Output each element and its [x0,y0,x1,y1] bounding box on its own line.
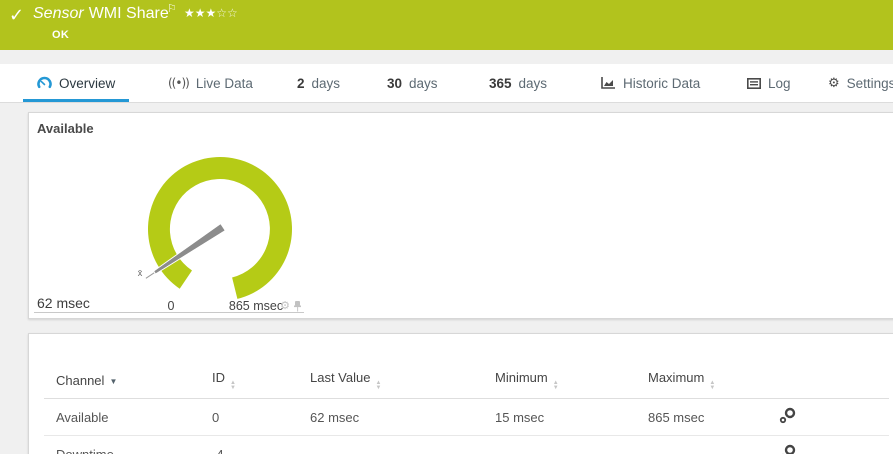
tab-label: Live Data [195,75,253,91]
tab-30-days[interactable]: 30 days [387,64,438,102]
column-header-last-value[interactable]: Last Value ▲ ▼ [310,364,495,399]
sensor-header: ✓ Sensor WMI Share ⚐ ★★★☆☆ OK [0,0,893,50]
sensor-name: WMI Share [88,5,169,22]
channel-gauge-cell: Available x̄ 0 865 msec 62 msec ⚙ [34,119,304,313]
column-label: Channel [56,373,105,388]
table-row[interactable]: Downtime -4 [44,435,889,454]
cell-maximum: 865 msec [648,398,779,436]
sort-icon: ▲ ▼ [230,380,236,391]
column-header-id[interactable]: ID ▲ ▼ [212,364,310,399]
gauge-cell-actions: ⚙ [280,299,302,312]
tab-overview[interactable]: Overview [23,64,130,102]
tab-label: days [311,75,341,91]
gauge-scale-max: 865 msec [229,299,283,313]
gauge-arc [147,157,292,299]
column-header-actions [779,364,889,399]
column-header-minimum[interactable]: Minimum ▲ ▼ [495,364,648,399]
tab-label: Overview [59,75,116,91]
tab-live-data[interactable]: ((•)) Live Data [168,64,253,102]
sort-icon: ▲ ▼ [375,380,382,391]
status-badge: OK [52,29,70,41]
column-label: ID [212,370,225,385]
cell-last-value [310,435,495,454]
overview-gauges-panel: Available x̄ 0 865 msec 62 msec ⚙ [28,112,893,319]
active-tab-underline [23,99,130,102]
gauge-scale-min: 0 [168,299,175,313]
tab-label: Settings [846,75,893,91]
cell-minimum [495,435,648,454]
gauge-needle-group [145,222,226,279]
sort-icon: ▲ ▼ [709,380,716,391]
channel-gauge-title: Available [37,121,94,136]
column-label: Maximum [648,370,705,385]
chart-icon [601,77,616,89]
cell-id: 0 [212,398,310,436]
column-header-maximum[interactable]: Maximum ▲ ▼ [648,364,779,399]
status-check-icon: ✓ [9,5,25,26]
gear-icon: ⚙ [828,75,840,91]
cell-maximum [648,435,779,454]
stars-empty: ☆☆ [216,6,238,20]
tab-label: Log [768,75,791,91]
channel-table: Channel ▼ ID ▲ ▼ Last Value ▲ ▼ Minimum ▲ ▼ Max… [44,364,889,454]
tab-number: 30 [387,75,403,91]
stars-filled: ★★★ [184,6,217,20]
sort-icon: ▲ ▼ [552,380,559,391]
tab-bar: Overview ((•)) Live Data 2 days 30 days … [0,64,893,103]
tab-label: Historic Data [623,75,701,91]
cell-minimum: 15 msec [495,398,648,436]
table-row[interactable]: Available 0 62 msec 15 msec 865 msec [44,398,889,436]
pin-icon[interactable] [293,300,302,312]
column-label: Last Value [310,370,371,385]
tab-historic-data[interactable]: Historic Data [601,64,700,102]
tab-365-days[interactable]: 365 days [489,64,547,102]
tab-label: days [409,75,438,91]
live-data-icon: ((•)) [168,76,190,90]
cell-last-value: 62 msec [310,398,495,436]
priority-stars[interactable]: ★★★☆☆ [184,6,238,20]
tab-label: days [518,75,548,91]
tab-settings[interactable]: ⚙ Settings [828,64,893,102]
channel-gauge: x̄ 0 865 msec [138,157,292,313]
log-icon [747,77,761,89]
channel-settings-gears-icon[interactable] [779,398,889,436]
sensor-word: Sensor [33,5,84,22]
gauge-settings-gear-icon[interactable]: ⚙ [280,299,290,312]
cell-channel[interactable]: Available [44,398,212,436]
column-header-channel[interactable]: Channel ▼ [44,364,212,399]
tab-log[interactable]: Log [747,64,791,102]
tab-2-days[interactable]: 2 days [297,64,340,102]
table-header-row: Channel ▼ ID ▲ ▼ Last Value ▲ ▼ Minimum ▲ ▼ Max… [44,364,889,399]
column-label: Minimum [495,370,548,385]
sort-desc-icon: ▼ [109,377,118,386]
tab-number: 365 [489,75,512,91]
tab-number: 2 [297,75,305,91]
cell-channel[interactable]: Downtime [44,435,212,454]
page-title: Sensor WMI Share [33,5,169,23]
channel-settings-gears-icon[interactable] [779,435,889,454]
gauge-avg-marker: x̄ [138,268,143,278]
cell-id: -4 [212,435,310,454]
channel-table-panel: Channel ▼ ID ▲ ▼ Last Value ▲ ▼ Minimum ▲ ▼ Max… [28,333,893,454]
flag-icon[interactable]: ⚐ [167,2,177,15]
gauge-icon [37,76,52,91]
channel-current-value: 62 msec [37,295,90,311]
